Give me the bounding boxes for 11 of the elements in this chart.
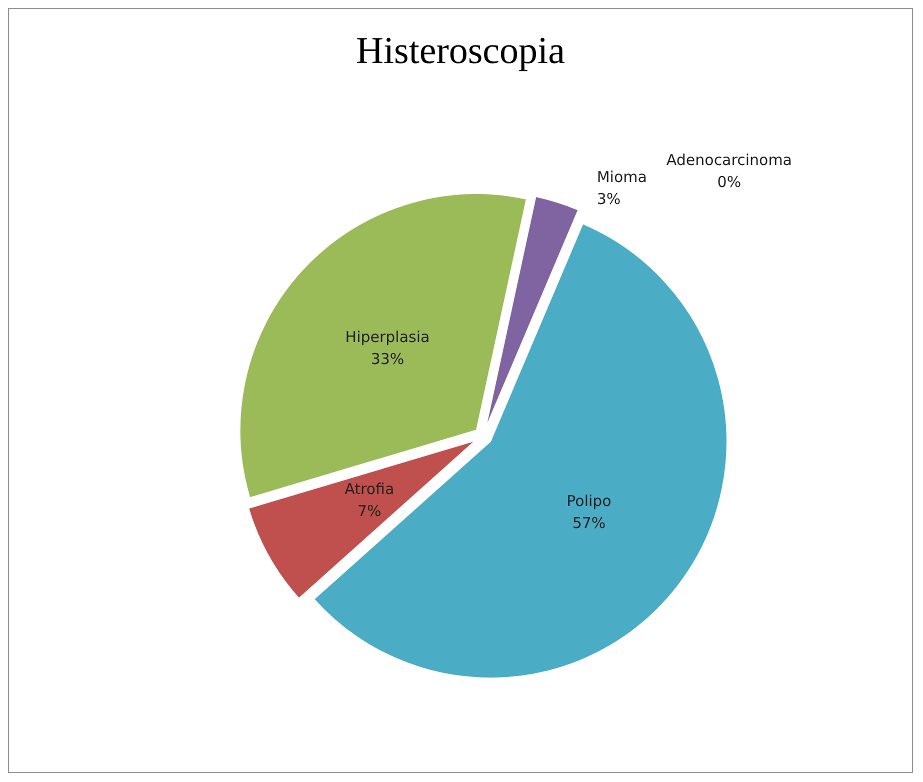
slice-label: Polipo — [566, 492, 612, 510]
data-label: 3% — [596, 190, 621, 208]
slice-label: Hiperplasia — [345, 328, 430, 346]
text: 0% — [717, 173, 742, 191]
data-label: 7% — [357, 502, 382, 520]
category-label: Adenocarcinoma — [666, 151, 792, 169]
slice-label: Atrofia — [344, 480, 394, 498]
chart-title: Histeroscopia — [356, 30, 566, 72]
data-label: 57% — [572, 514, 606, 532]
slice-label: Mioma — [596, 168, 647, 186]
data-label: 33% — [370, 350, 404, 368]
